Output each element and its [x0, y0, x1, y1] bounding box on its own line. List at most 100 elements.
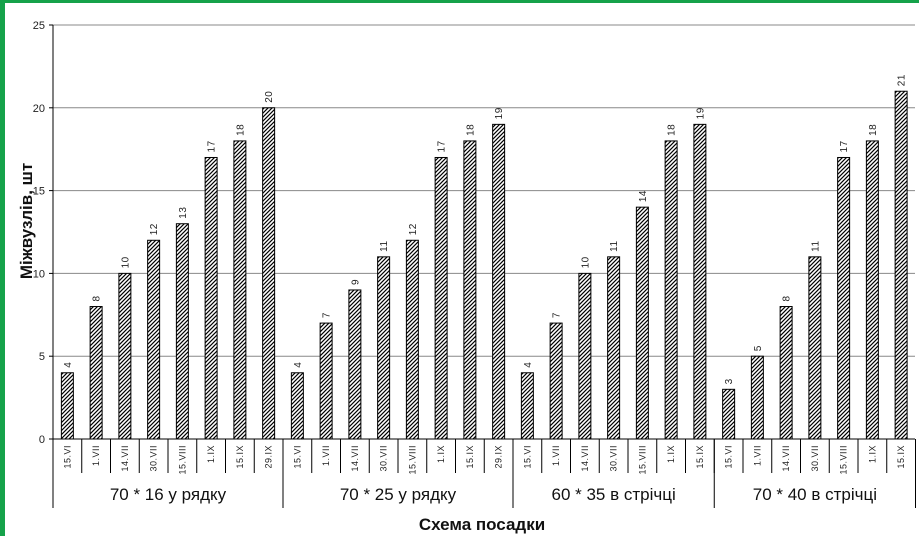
bar [204, 156, 218, 440]
bar [750, 355, 764, 440]
data-label: 18 [667, 124, 678, 136]
bar [607, 256, 621, 440]
category-label: 1.IX [206, 445, 216, 463]
axes: 0 5 10 15 20 25 [33, 20, 916, 508]
category-label: 1.IX [666, 445, 676, 463]
bar [865, 140, 879, 440]
bars [60, 90, 908, 440]
category-label: 15.VI [724, 445, 734, 469]
category-label: 1.VII [91, 445, 101, 466]
category-label: 15.VI [62, 445, 72, 469]
category-label: 15.VIII [637, 445, 647, 475]
category-label: 15.VIII [407, 445, 417, 475]
y-tick-label: 25 [33, 20, 45, 32]
data-label: 11 [379, 240, 390, 251]
data-label: 12 [149, 223, 160, 235]
group-label: 70 * 16 у рядку [110, 485, 227, 504]
category-label: 15.VIII [839, 445, 849, 475]
data-label: 14 [638, 190, 649, 202]
y-tick-label: 10 [33, 268, 45, 280]
category-label: 15.VI [292, 445, 302, 469]
category-label: 15.IX [465, 445, 475, 469]
data-label: 18 [465, 124, 476, 136]
data-label: 11 [609, 240, 620, 251]
data-label: 9 [350, 279, 361, 285]
bar [578, 272, 592, 440]
data-label: 4 [523, 362, 534, 368]
bar [463, 140, 477, 440]
data-label: 21 [897, 74, 908, 86]
bar [693, 123, 707, 440]
category-label: 30.VII [810, 445, 820, 472]
category-label: 15.IX [896, 445, 906, 469]
data-label: 18 [235, 124, 246, 136]
bar [60, 372, 74, 440]
bar [118, 272, 132, 440]
y-tick-label: 20 [33, 103, 45, 115]
data-label: 7 [322, 312, 333, 318]
y-tick-label: 15 [33, 186, 45, 198]
category-label: 14.VII [120, 445, 130, 472]
bar [262, 107, 276, 440]
bar [664, 140, 678, 440]
bar [175, 223, 189, 440]
bar [319, 322, 333, 440]
data-label: 17 [207, 140, 218, 152]
category-label: 15.IX [695, 445, 705, 469]
data-label: 12 [408, 223, 419, 235]
bar [722, 388, 736, 440]
category-label: 30.VII [149, 445, 159, 472]
group-label: 70 * 25 у рядку [340, 485, 457, 504]
data-label: 19 [494, 107, 505, 119]
data-label: 19 [695, 107, 706, 119]
group-labels: 70 * 16 у рядку 70 * 25 у рядку 60 * 35 в … [110, 485, 877, 504]
bar [894, 90, 908, 440]
data-label: 3 [724, 378, 735, 384]
data-label: 7 [552, 312, 563, 318]
data-label: 11 [810, 240, 821, 251]
bar [492, 123, 506, 440]
category-label: 1.VII [321, 445, 331, 466]
bar [348, 289, 362, 440]
data-label: 17 [839, 140, 850, 152]
bar [290, 372, 304, 440]
bar [405, 239, 419, 440]
data-label: 17 [437, 140, 448, 152]
bar [837, 156, 851, 440]
bar [434, 156, 448, 440]
category-label: 30.VII [379, 445, 389, 472]
x-axis-title: Схема посадки [419, 515, 545, 534]
category-label: 1.VII [551, 445, 561, 466]
category-label: 1.IX [867, 445, 877, 463]
data-labels: 4 8 10 12 13 17 18 20 4 7 9 11 12 17 18 19 4 7 10 11 14 18 19 3… [63, 74, 908, 384]
bar [549, 322, 563, 440]
group-label: 70 * 40 в стрічці [753, 485, 877, 504]
category-label: 14.VII [580, 445, 590, 472]
bar [233, 140, 247, 440]
y-tick-label: 5 [39, 351, 45, 363]
bar [520, 372, 534, 440]
data-label: 5 [753, 345, 764, 351]
bar-chart: 0 5 10 15 20 25 4 8 10 12 13 17 18 20 4 7 9 11 12 17 18 19 4 7… [17, 20, 916, 534]
category-label: 14.VII [781, 445, 791, 472]
category-label: 15.VIII [177, 445, 187, 475]
category-label: 29.IX [494, 445, 504, 469]
data-label: 20 [264, 91, 275, 103]
category-label: 1.IX [436, 445, 446, 463]
bar [779, 306, 793, 440]
category-label: 29.IX [264, 445, 274, 469]
data-label: 10 [120, 256, 131, 268]
category-labels: 15.VI 1.VII 14.VII 30.VII 15.VIII 1.IX 15.IX 29… [62, 445, 906, 475]
bar [89, 306, 103, 440]
y-axis-title: Міжвузлів, шт [17, 163, 36, 279]
data-label: 4 [293, 362, 304, 368]
group-label: 60 * 35 в стрічці [552, 485, 676, 504]
data-label: 8 [782, 295, 793, 301]
data-label: 4 [63, 362, 74, 368]
bar [377, 256, 391, 440]
category-label: 30.VII [609, 445, 619, 472]
data-label: 10 [580, 256, 591, 268]
gridlines [53, 24, 915, 357]
category-label: 1.VII [752, 445, 762, 466]
